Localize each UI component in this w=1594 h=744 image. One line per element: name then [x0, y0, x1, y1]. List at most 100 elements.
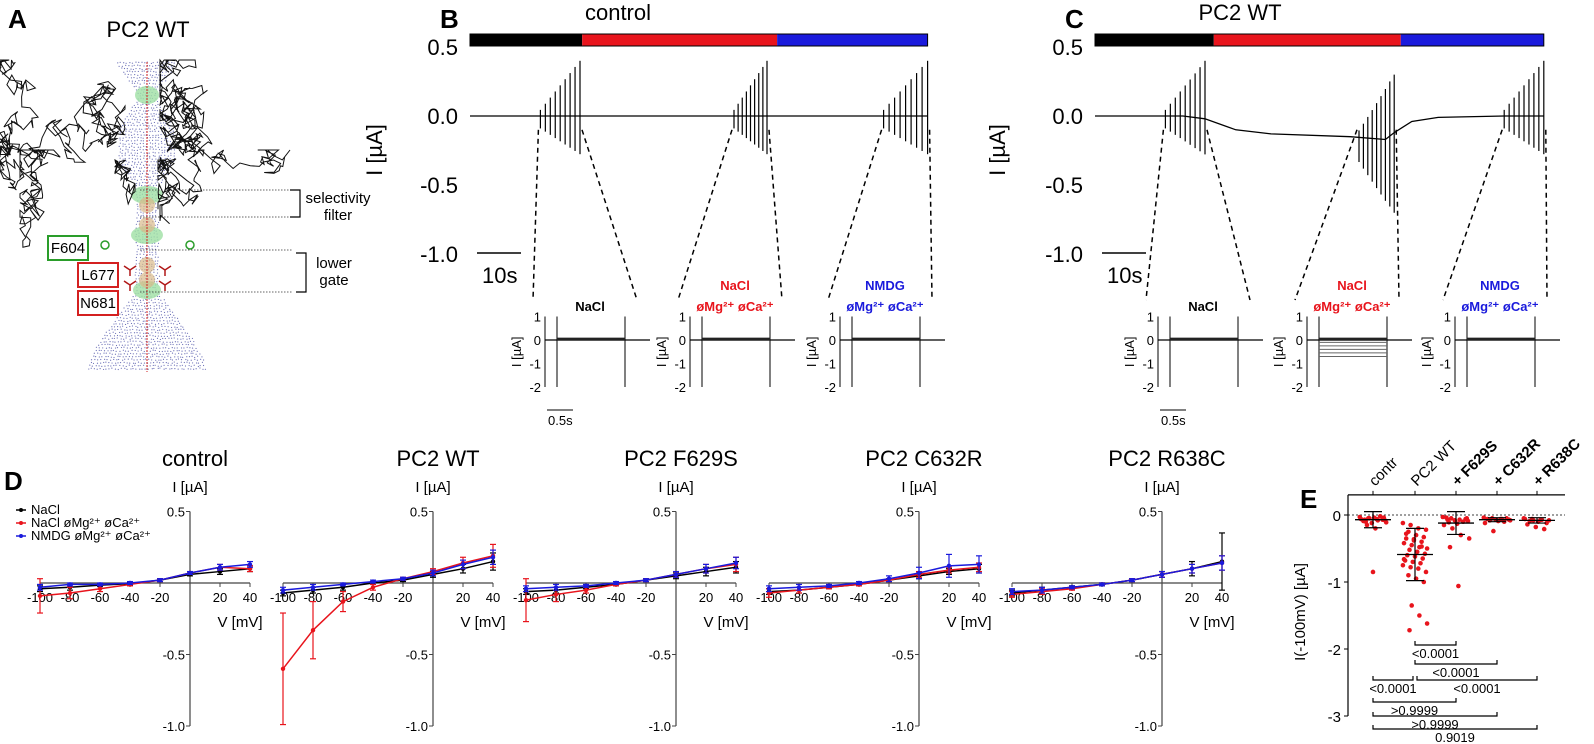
pore-dot	[199, 353, 201, 355]
pore-dot	[153, 271, 155, 273]
pore-dot	[139, 335, 141, 337]
pore-dot	[167, 350, 169, 352]
pore-dot	[124, 157, 126, 160]
pore-dot	[140, 349, 142, 351]
pore-dot	[173, 350, 175, 352]
p-value-label: <0.0001	[1412, 646, 1459, 661]
pore-dot	[184, 353, 186, 355]
pore-dot	[127, 350, 129, 352]
pore-dot	[140, 211, 142, 213]
e-data-point	[1466, 536, 1472, 541]
pore-dot	[142, 320, 144, 322]
pore-dot	[147, 328, 149, 330]
pore-dot	[149, 350, 151, 352]
pore-dot	[125, 62, 127, 64]
e-data-point	[1364, 522, 1370, 528]
pore-dot	[158, 157, 160, 159]
pore-dot	[124, 329, 126, 331]
pore-dot	[105, 331, 107, 333]
pore-dot	[125, 130, 127, 132]
protein-backbone	[0, 59, 126, 191]
pore-dot	[144, 116, 146, 118]
protein-backbone	[157, 159, 181, 210]
pore-dot	[131, 178, 133, 180]
pore-dot	[188, 350, 190, 352]
pore-dot	[174, 356, 176, 358]
pore-dot	[90, 359, 93, 361]
e-data-point	[1409, 603, 1414, 608]
zoom-guide-line	[827, 129, 883, 301]
pore-dot	[137, 214, 140, 216]
panel-label-a: A	[8, 4, 27, 34]
pore-dot	[158, 362, 161, 364]
pore-dot	[152, 172, 154, 174]
pore-dot	[129, 325, 131, 328]
pore-dot	[128, 130, 130, 132]
pore-dot	[158, 356, 160, 358]
inset-y-tick: 1	[534, 310, 541, 325]
pore-dot	[128, 313, 130, 316]
pore-dot	[176, 344, 178, 346]
pore-dot	[163, 335, 165, 337]
pore-dot	[122, 145, 124, 147]
pore-dot	[127, 344, 129, 346]
pore-dot	[138, 329, 140, 331]
pore-dot	[123, 62, 125, 64]
pore-dot	[108, 338, 110, 340]
pore-dot	[154, 125, 156, 127]
pore-dot	[177, 368, 179, 370]
pore-dot	[126, 329, 128, 331]
e-data-point	[1419, 544, 1424, 549]
iv-y-axis-label: I [µA]	[172, 479, 207, 496]
pore-dot	[144, 347, 146, 349]
pore-dot	[166, 344, 168, 346]
pore-dot	[148, 68, 150, 70]
pore-dot	[139, 142, 141, 145]
pore-dot	[154, 109, 156, 112]
pore-dot	[135, 268, 137, 270]
pore-dot	[135, 61, 137, 63]
pore-dot	[127, 322, 129, 325]
pore-dot	[191, 362, 194, 364]
pore-dot	[97, 359, 99, 361]
pore-dot	[168, 337, 170, 339]
pore-dot	[165, 71, 167, 73]
pore-dot	[131, 154, 134, 156]
iv-x-tick-label: -80	[1033, 590, 1052, 605]
pore-dot	[164, 124, 166, 126]
inset-y-tick: -1	[1439, 357, 1451, 372]
pore-dot	[170, 364, 172, 366]
pore-dot	[196, 359, 199, 361]
pore-dot	[138, 128, 141, 130]
pore-dot	[129, 121, 131, 123]
pore-dot	[130, 110, 132, 112]
pore-dot	[148, 323, 150, 325]
pore-dot	[90, 367, 92, 369]
pore-dot	[172, 133, 174, 136]
pore-dot	[167, 355, 169, 357]
iv-data-point	[976, 562, 982, 567]
e-data-point	[1414, 549, 1420, 555]
pore-dot	[204, 368, 207, 370]
pore-dot	[121, 344, 123, 346]
pore-dot	[125, 314, 127, 317]
pore-dot	[197, 365, 199, 368]
pore-dot	[164, 325, 166, 328]
pore-dot	[182, 343, 184, 346]
pore-dot	[157, 329, 159, 332]
significance-bracket	[1414, 641, 1457, 646]
pore-dot	[107, 343, 109, 345]
p-value-label: >0.9999	[1391, 703, 1438, 718]
pore-dot	[157, 245, 159, 247]
pore-dot	[122, 158, 124, 160]
inset-y-tick: -2	[824, 380, 836, 395]
iv-series-line	[282, 556, 494, 591]
pore-dot	[143, 124, 145, 126]
pore-dot	[124, 118, 126, 120]
iv-x-tick-label: 40	[972, 590, 986, 605]
pore-dot	[197, 355, 199, 357]
pore-dot	[184, 332, 186, 334]
pore-dot	[128, 65, 130, 67]
pore-dot	[167, 322, 169, 324]
pore-dot	[128, 355, 131, 358]
